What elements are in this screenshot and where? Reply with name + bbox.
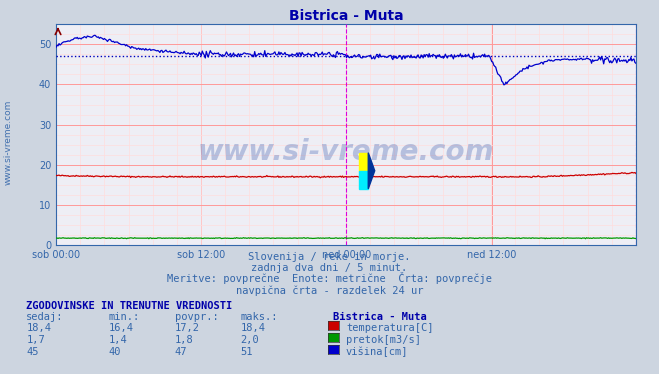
Title: Bistrica - Muta: Bistrica - Muta: [289, 9, 403, 23]
Bar: [358, 171, 368, 189]
Text: pretok[m3/s]: pretok[m3/s]: [346, 335, 421, 345]
Text: Bistrica - Muta: Bistrica - Muta: [333, 312, 426, 322]
Text: 1,7: 1,7: [26, 335, 45, 345]
Text: 1,4: 1,4: [109, 335, 127, 345]
Text: www.si-vreme.com: www.si-vreme.com: [198, 138, 494, 166]
Text: temperatura[C]: temperatura[C]: [346, 323, 434, 333]
Polygon shape: [368, 153, 375, 189]
Text: maks.:: maks.:: [241, 312, 278, 322]
Text: 18,4: 18,4: [26, 323, 51, 333]
Text: 18,4: 18,4: [241, 323, 266, 333]
Text: ZGODOVINSKE IN TRENUTNE VREDNOSTI: ZGODOVINSKE IN TRENUTNE VREDNOSTI: [26, 301, 233, 310]
Text: povpr.:: povpr.:: [175, 312, 218, 322]
Text: sedaj:: sedaj:: [26, 312, 64, 322]
Text: navpična črta - razdelek 24 ur: navpična črta - razdelek 24 ur: [236, 285, 423, 295]
Text: 2,0: 2,0: [241, 335, 259, 345]
Text: zadnja dva dni / 5 minut.: zadnja dva dni / 5 minut.: [251, 263, 408, 273]
Text: Slovenija / reke in morje.: Slovenija / reke in morje.: [248, 252, 411, 262]
Text: 17,2: 17,2: [175, 323, 200, 333]
Text: 40: 40: [109, 347, 121, 357]
Text: 16,4: 16,4: [109, 323, 134, 333]
Text: višina[cm]: višina[cm]: [346, 347, 409, 357]
Text: www.si-vreme.com: www.si-vreme.com: [4, 99, 13, 185]
Text: Meritve: povprečne  Enote: metrične  Črta: povprečje: Meritve: povprečne Enote: metrične Črta:…: [167, 272, 492, 284]
Text: 51: 51: [241, 347, 253, 357]
Text: min.:: min.:: [109, 312, 140, 322]
Text: 1,8: 1,8: [175, 335, 193, 345]
Bar: [358, 153, 368, 171]
Text: 45: 45: [26, 347, 39, 357]
Text: 47: 47: [175, 347, 187, 357]
